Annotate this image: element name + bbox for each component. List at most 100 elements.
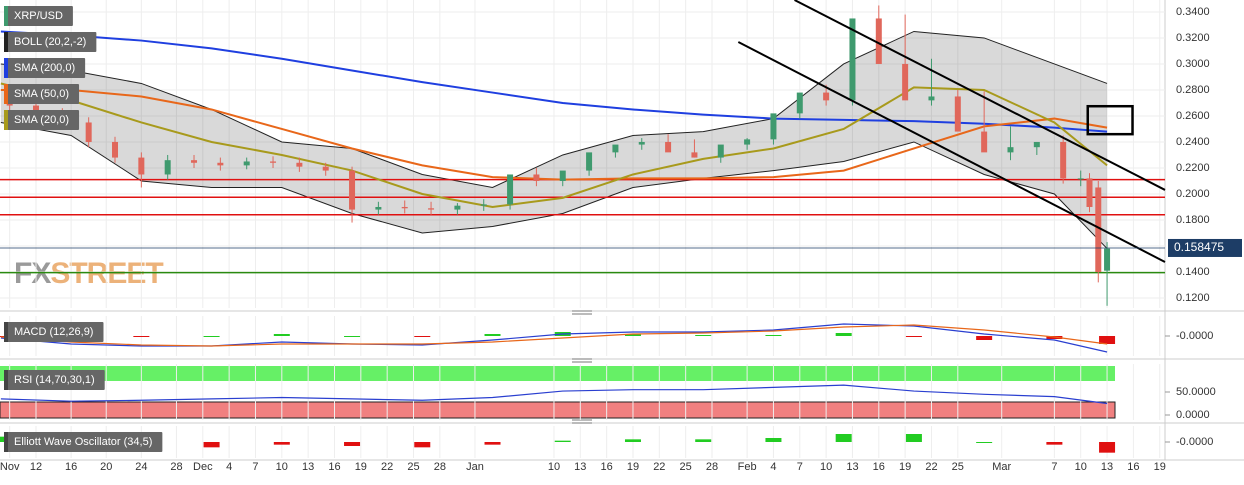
legend-item: SMA (50,0): [4, 84, 80, 104]
legend-swatch: [4, 84, 8, 104]
x-tick-label: 28: [706, 461, 718, 473]
legend-box: [4, 370, 105, 390]
x-tick-label: 25: [680, 461, 692, 473]
highlight-box: [1086, 104, 1134, 136]
candle-body: [401, 206, 408, 209]
candle-body: [954, 96, 961, 132]
x-tick-label: 4: [226, 461, 232, 473]
legend-swatch: [4, 58, 8, 78]
candle-body: [243, 161, 250, 166]
x-tick-label: 7: [252, 461, 258, 473]
sma-line: [0, 82, 1108, 208]
y-tick-label: 0.2600: [1176, 110, 1210, 122]
y-tick-label: -0.0000: [1176, 330, 1213, 342]
legend-box: [4, 32, 97, 52]
x-tick-label: 10: [820, 461, 832, 473]
x-tick-label: 7: [1051, 461, 1057, 473]
legend-item: SMA (200,0): [4, 58, 86, 78]
histogram-bar: [1046, 442, 1063, 445]
legend-swatch: [4, 32, 8, 52]
last-price-tag: [1168, 238, 1242, 257]
histogram-bar: [835, 434, 852, 442]
candle-body: [823, 92, 830, 101]
candle-body: [744, 139, 751, 145]
candle-body: [849, 18, 856, 101]
histogram-bar: [1099, 336, 1116, 344]
bollinger-lower: [0, 121, 1108, 249]
legend-box: [4, 110, 80, 130]
panel-handles[interactable]: [572, 310, 592, 424]
rsi-oversold-band: [0, 401, 1116, 419]
legend-label: XRP/USD: [14, 10, 63, 22]
candle-body: [1007, 147, 1014, 153]
candle-body: [85, 122, 92, 142]
y-tick-label: 0.0000: [1176, 409, 1210, 421]
candle-body: [507, 174, 514, 205]
candle-body: [638, 141, 645, 145]
legend-item: Elliott Wave Oscillator (34,5): [4, 432, 163, 452]
x-tick-label: 7: [797, 461, 803, 473]
candle-body: [612, 144, 619, 153]
x-tick-label: 13: [302, 461, 314, 473]
legend-label: RSI (14,70,30,1): [14, 374, 95, 386]
histogram-bar: [273, 334, 290, 336]
candle-body: [191, 160, 198, 163]
x-tick-label: Jan: [466, 461, 484, 473]
candle-body: [586, 152, 593, 171]
legend-box: [4, 84, 80, 104]
histogram-bar: [905, 336, 922, 337]
legend-swatch: [4, 370, 8, 390]
candle-body: [349, 170, 356, 210]
y-tick-label: 0.3200: [1176, 32, 1210, 44]
candle-body: [1095, 187, 1102, 272]
x-tick-label: 13: [846, 461, 858, 473]
candle-body: [665, 141, 672, 153]
candle-body: [1077, 178, 1084, 180]
histogram-bar: [203, 336, 220, 337]
y-tick-label: 0.1200: [1176, 292, 1210, 304]
candle-body: [875, 18, 882, 64]
rsi-overbought-band: [0, 366, 1115, 381]
histogram-bar: [765, 335, 782, 336]
histogram-bar: [484, 442, 501, 445]
candle-body: [375, 206, 382, 210]
x-tick-label: Nov: [0, 461, 20, 473]
y-tick-label: 0.1400: [1176, 266, 1210, 278]
sma-line: [0, 30, 1108, 133]
candle-body: [691, 152, 698, 158]
histogram-bar: [624, 334, 641, 336]
x-tick-label: 28: [434, 461, 446, 473]
histogram-bar: [203, 442, 220, 448]
x-tick-label: 16: [601, 461, 613, 473]
x-tick-label: 19: [355, 461, 367, 473]
x-tick-label: 22: [653, 461, 665, 473]
y-tick-label: 50.0000: [1176, 386, 1216, 398]
candle-body: [902, 63, 909, 101]
legend-swatch: [4, 110, 8, 130]
histogram-bar: [414, 336, 431, 337]
histogram-bar: [835, 333, 852, 336]
x-tick-label: Mar: [992, 461, 1011, 473]
candle-body: [1033, 141, 1040, 148]
legend-box: [4, 6, 73, 26]
candle-body: [533, 174, 540, 181]
y-tick-label: 0.2400: [1176, 136, 1210, 148]
bollinger-upper: [0, 30, 1108, 188]
y-tick-label: 0.3000: [1176, 58, 1210, 70]
candle-body: [138, 157, 145, 175]
x-tick-label: 19: [627, 461, 639, 473]
candle-body: [1086, 178, 1093, 207]
histogram-bar: [624, 439, 641, 442]
histogram-bar: [554, 440, 571, 442]
histogram-bar: [344, 336, 361, 337]
legend-item: MACD (12,26,9): [4, 322, 104, 342]
y-tick-label: 0.1800: [1176, 214, 1210, 226]
legend-item: SMA (20,0): [4, 110, 80, 130]
logo-fx: FX: [14, 257, 51, 290]
legend-swatch: [4, 322, 8, 342]
legend-box: [4, 58, 86, 78]
x-tick-label: 19: [1154, 461, 1166, 473]
x-tick-label: 19: [899, 461, 911, 473]
y-tick-label: 0.2800: [1176, 84, 1210, 96]
